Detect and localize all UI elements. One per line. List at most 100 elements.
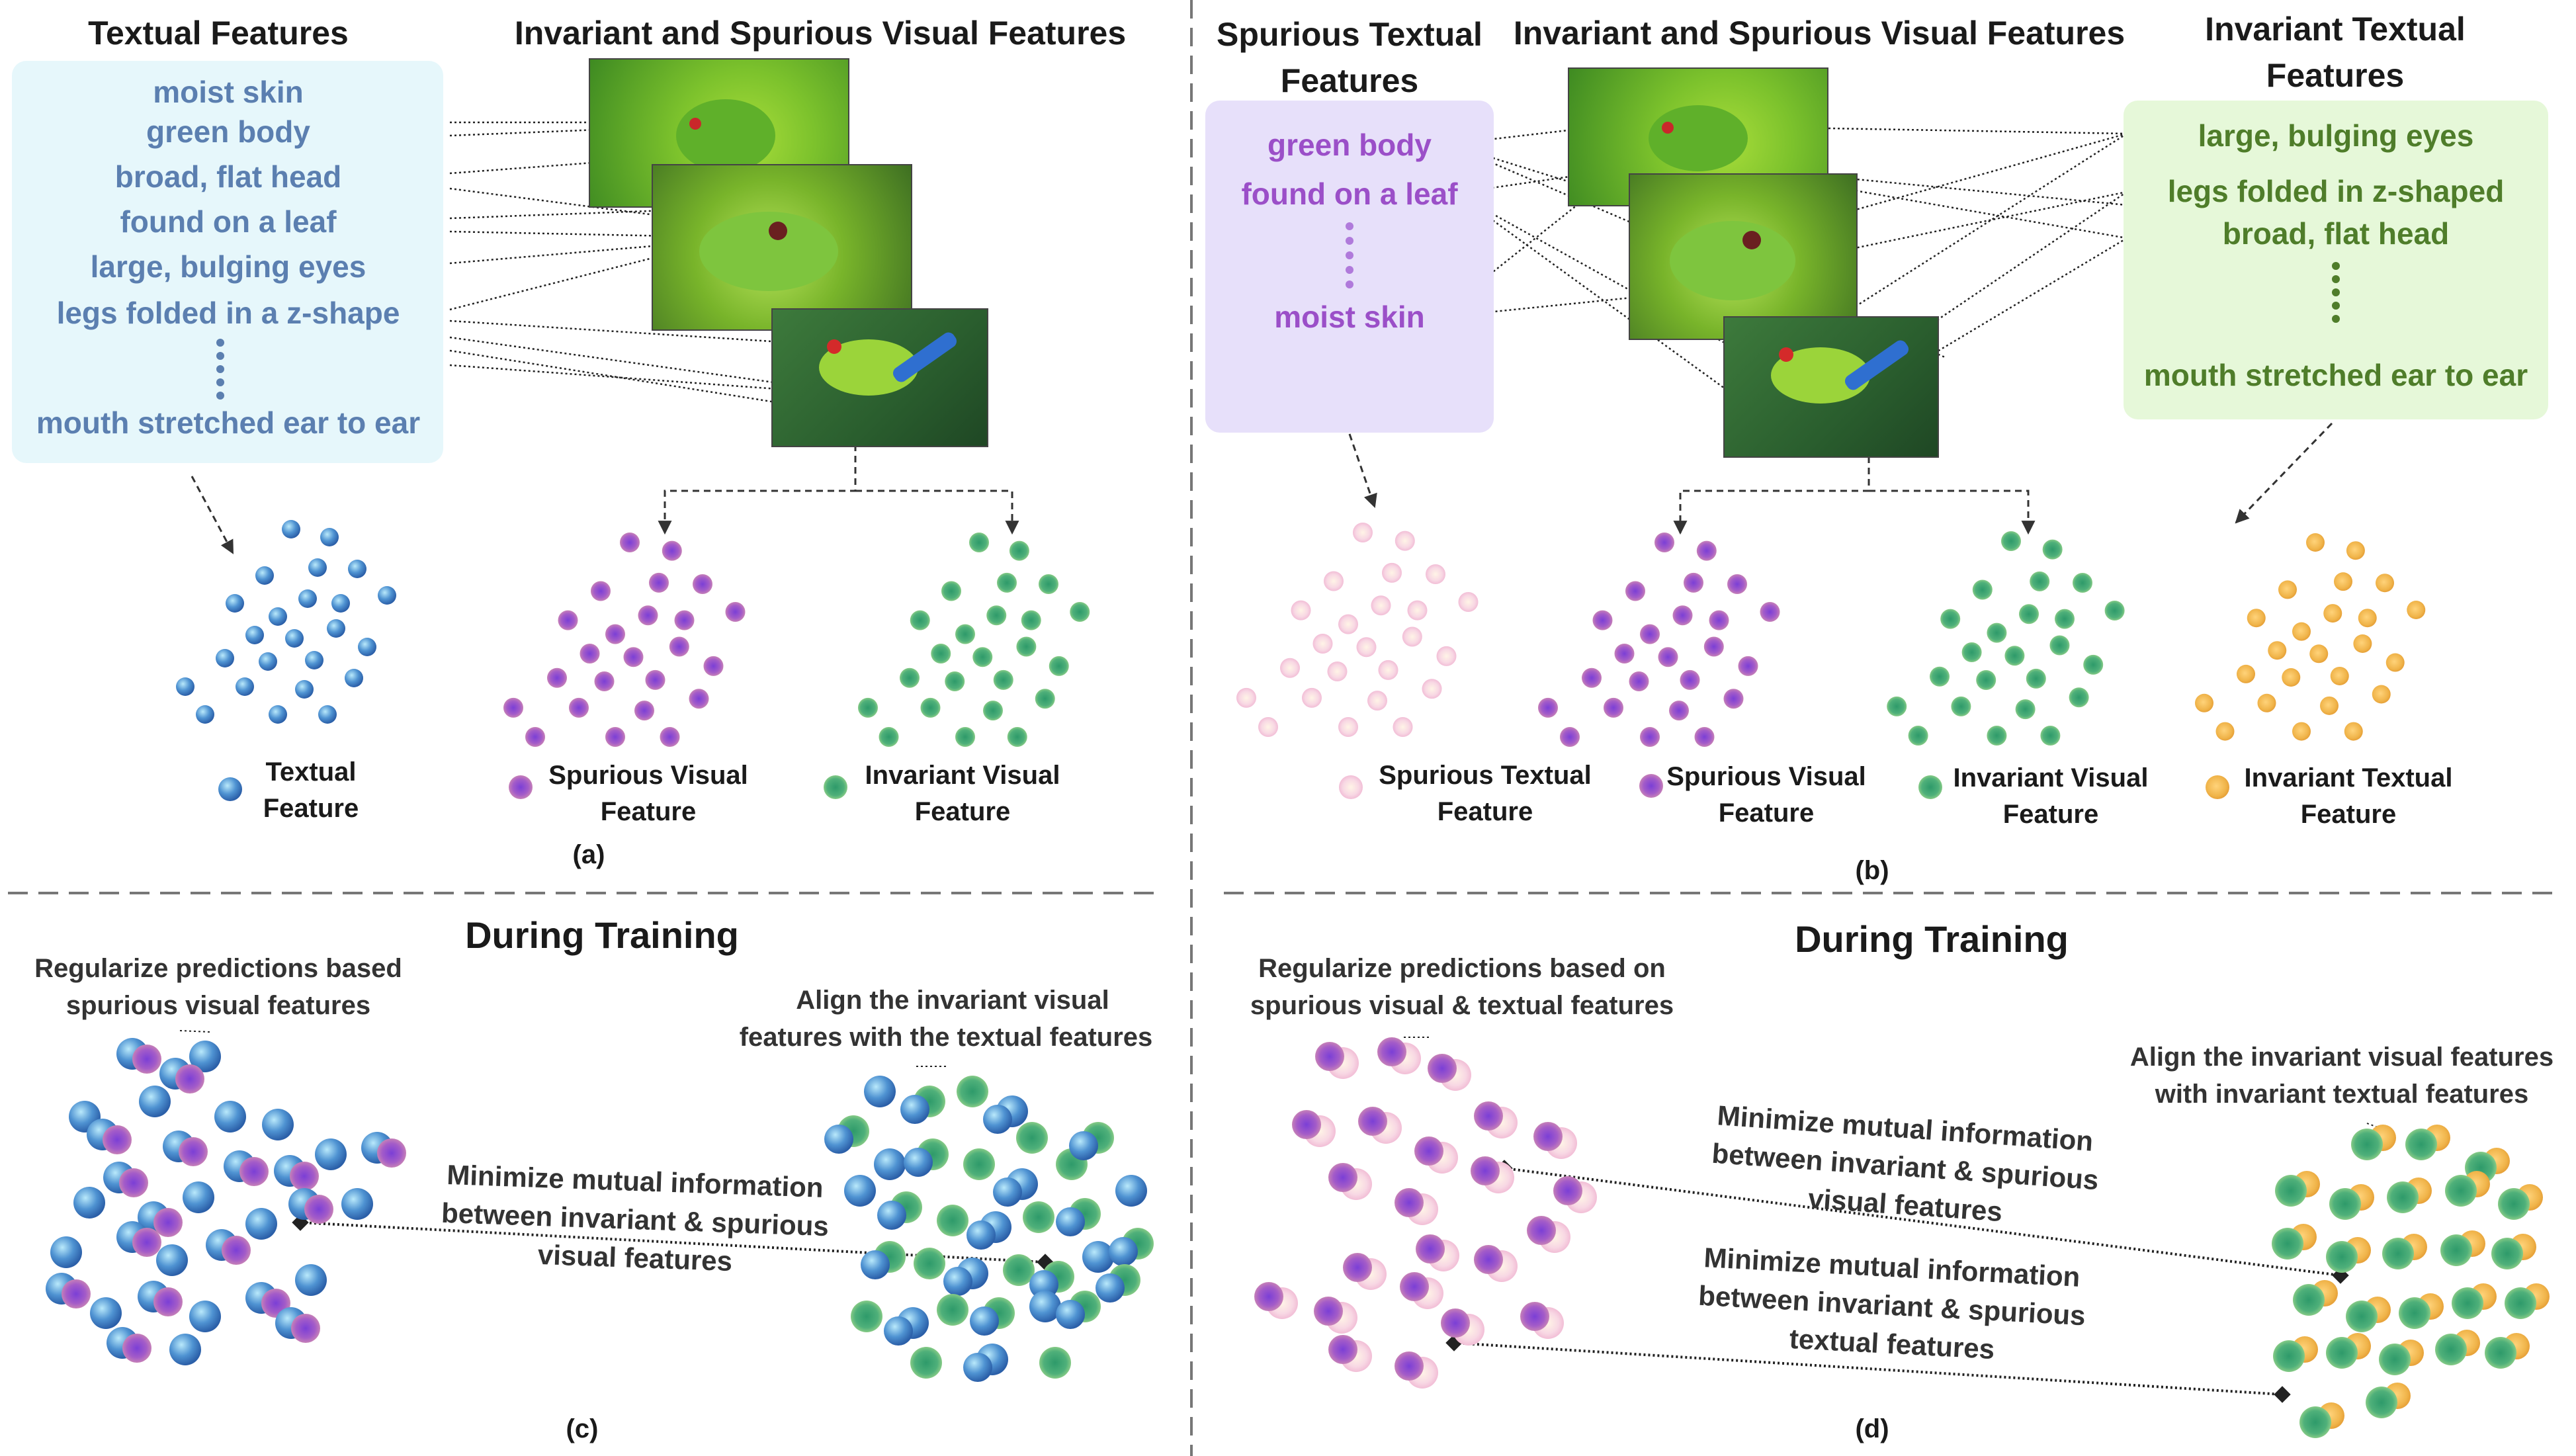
- connector-line: [449, 207, 722, 220]
- invariant-visual-dot: [1987, 622, 2007, 643]
- spurious-visual-dot: [1658, 647, 1678, 667]
- cluster-d-green-dot: [2366, 1387, 2397, 1418]
- cluster-c-purple-dot: [153, 1287, 183, 1316]
- textual-feature-dot: [348, 560, 366, 578]
- cluster-c-purple-dot: [122, 1334, 151, 1363]
- cluster-c-blue-dot: [295, 1264, 327, 1296]
- cluster-c-purple-dot: [179, 1137, 208, 1166]
- invariant-visual-dot: [2004, 646, 2025, 666]
- legend-spurious-textual-dot: [1339, 775, 1363, 799]
- ellipsis-dot: [1346, 266, 1353, 274]
- panel-c-regularize-1: Regularize predictions based: [34, 954, 402, 983]
- cluster-c-purple-dot: [119, 1168, 148, 1197]
- spurious-textual-dot: [1436, 646, 1457, 666]
- cluster-d-green-dot: [2272, 1228, 2303, 1260]
- panel-b-spurious-textual-title-2: Features: [1280, 62, 1419, 99]
- spurious-textual-dot: [1327, 662, 1348, 681]
- connector-line: [1455, 192, 1774, 425]
- invariant-visual-dot: [972, 647, 993, 667]
- cluster-d-green-dot: [2351, 1129, 2383, 1160]
- cluster-c-blue-dot: [900, 1095, 929, 1124]
- spurious-textual-dot: [1338, 614, 1358, 634]
- panel-c-regularize-2: spurious visual features: [65, 991, 371, 1020]
- connector-line: [449, 349, 826, 411]
- invariant-visual-dot: [1887, 696, 1907, 716]
- panel-b-invariant-text-2: legs folded in z-shaped: [2167, 174, 2505, 208]
- panel-a-text-1: moist skin: [153, 75, 304, 109]
- panel-b-visual-title: Invariant and Spurious Visual Features: [1513, 15, 2125, 52]
- cluster-c-purple-dot: [290, 1162, 319, 1191]
- invariant-textual-dot: [2344, 722, 2363, 741]
- cluster-d-purple-dot: [1292, 1110, 1321, 1139]
- cluster-c-blue-dot: [861, 1250, 890, 1279]
- cluster-c-purple-dot: [222, 1236, 251, 1265]
- mutual-information-line: [1453, 1342, 2283, 1396]
- cluster-d-green-dot: [2387, 1181, 2419, 1213]
- spurious-textual-dot: [1382, 562, 1402, 583]
- spurious-textual-dot: [1458, 592, 1479, 612]
- cluster-c-blue-dot: [341, 1188, 373, 1220]
- frog-eye: [1662, 122, 1674, 134]
- invariant-textual-dot: [2292, 622, 2311, 641]
- panel-a-text-7: mouth stretched ear to ear: [36, 406, 421, 440]
- frog-eye: [827, 339, 841, 354]
- legend-b-invariant-visual-label-1: Invariant Visual: [1953, 763, 2149, 792]
- invariant-visual-dot: [941, 581, 961, 601]
- cluster-d-purple-dot: [1416, 1234, 1445, 1263]
- invariant-textual-dot: [2237, 664, 2255, 683]
- arrow-spurious-textual: [1348, 433, 1377, 508]
- invariant-visual-dot: [2073, 573, 2092, 593]
- invariant-visual-dot: [1930, 666, 1950, 687]
- invariant-visual-dot: [879, 727, 899, 747]
- cluster-c-mixed-dot: [1039, 1347, 1071, 1379]
- cluster-d-green-dot: [2452, 1287, 2483, 1319]
- invariant-textual-dot: [2358, 609, 2377, 628]
- invariant-textual-dot: [2215, 722, 2235, 741]
- panel-d-align-2: with invariant textual features: [2155, 1080, 2529, 1109]
- legend-textual-label-1: Textual: [265, 757, 357, 787]
- cluster-c-purple-dot: [291, 1314, 320, 1343]
- textual-feature-dot: [285, 629, 304, 648]
- spurious-visual-dot: [703, 656, 724, 676]
- invariant-visual-dot: [900, 667, 920, 688]
- invariant-visual-dot: [2026, 668, 2046, 689]
- invariant-textual-dot: [2320, 696, 2339, 715]
- frog-photo-b2: [1629, 173, 1858, 340]
- invariant-visual-dot: [997, 572, 1017, 593]
- ellipsis-dot: [1346, 280, 1353, 288]
- cluster-c-blue-dot: [904, 1148, 933, 1177]
- spurious-visual-dot: [1696, 540, 1717, 561]
- arrow-textual: [191, 476, 234, 554]
- distance-marker: [179, 1030, 211, 1033]
- cluster-d-green-dot: [2445, 1175, 2477, 1207]
- cluster-c-blue-dot: [884, 1316, 913, 1346]
- cluster-d-green-dot: [2505, 1287, 2536, 1319]
- invariant-visual-dot: [931, 644, 951, 664]
- cluster-c-blue-dot: [963, 1353, 992, 1382]
- textual-feature-dot: [269, 607, 287, 626]
- panel-d-regularize-1: Regularize predictions based on: [1258, 954, 1666, 983]
- caption-a: (a): [572, 840, 605, 869]
- cluster-c-mixed-dot: [937, 1294, 968, 1326]
- spurious-visual-dot: [662, 540, 682, 561]
- textual-feature-dot: [245, 626, 264, 644]
- cluster-c-purple-dot: [62, 1279, 91, 1308]
- spurious-visual-dot: [1738, 656, 1758, 676]
- cluster-d-purple-dot: [1527, 1216, 1556, 1245]
- spurious-textual-dot: [1356, 637, 1377, 658]
- spurious-visual-dot: [1709, 610, 1729, 630]
- cluster-c-mixed-dot: [914, 1248, 945, 1279]
- cluster-c-mixed-dot: [1029, 1291, 1061, 1322]
- cluster-c-blue-dot: [966, 1220, 996, 1250]
- spurious-visual-dot: [645, 669, 665, 690]
- invariant-textual-dot: [2268, 641, 2287, 660]
- ellipsis-dot: [1346, 237, 1353, 245]
- spurious-visual-dot: [620, 533, 640, 552]
- spurious-visual-dot: [1604, 697, 1623, 718]
- cluster-c-mixed-dot: [910, 1347, 942, 1379]
- textual-feature-dot: [226, 594, 244, 613]
- cluster-c-mixed-dot: [1082, 1241, 1114, 1273]
- cluster-d-purple-dot: [1315, 1042, 1344, 1071]
- ellipsis-dot: [2332, 288, 2340, 296]
- ellipsis-dot: [216, 365, 224, 373]
